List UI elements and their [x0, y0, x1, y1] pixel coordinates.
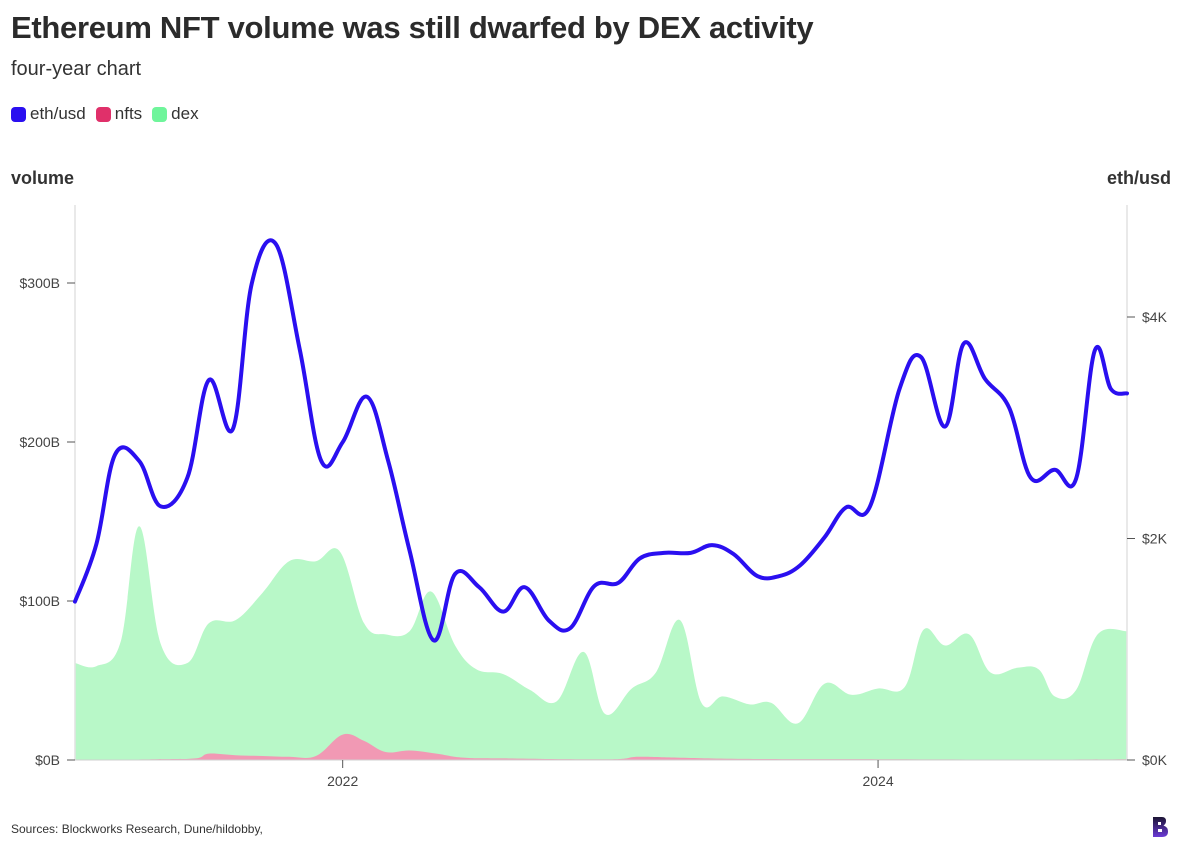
chart-legend: eth/usd nfts dex	[11, 104, 199, 124]
legend-label-dex: dex	[171, 104, 199, 123]
chart-title: Ethereum NFT volume was still dwarfed by…	[11, 10, 814, 45]
legend-item-dex[interactable]: dex	[152, 104, 199, 124]
legend-swatch-eth-usd	[11, 106, 26, 122]
legend-item-nfts[interactable]: nfts	[95, 104, 143, 124]
x-tick-label: 2022	[327, 773, 358, 789]
legend-swatch-nfts	[95, 106, 111, 122]
left-tick-label: $0B	[35, 752, 60, 768]
blockworks-logo-icon	[1153, 817, 1168, 837]
source-note: Sources: Blockworks Research, Dune/hildo…	[11, 822, 263, 836]
dex-area	[75, 526, 1127, 760]
right-tick-label: $2K	[1142, 531, 1168, 547]
left-tick-label: $300B	[20, 275, 60, 291]
right-tick-label: $0K	[1142, 752, 1168, 768]
legend-label-eth-usd: eth/usd	[30, 104, 86, 123]
legend-label-nfts: nfts	[114, 104, 143, 123]
right-tick-label: $4K	[1142, 309, 1168, 325]
left-tick-label: $100B	[20, 593, 60, 609]
legend-swatch-dex	[152, 106, 168, 122]
left-axis-title: volume	[11, 168, 75, 188]
legend-item-eth-usd[interactable]: eth/usd	[11, 104, 86, 124]
eth-usd-line	[73, 238, 1129, 643]
left-tick-label: $200B	[20, 434, 60, 450]
chart-subtitle: four-year chart	[11, 58, 142, 80]
right-axis-title: eth/usd	[1106, 168, 1171, 188]
x-tick-label: 2024	[862, 773, 893, 789]
nfts-area	[75, 733, 1127, 760]
